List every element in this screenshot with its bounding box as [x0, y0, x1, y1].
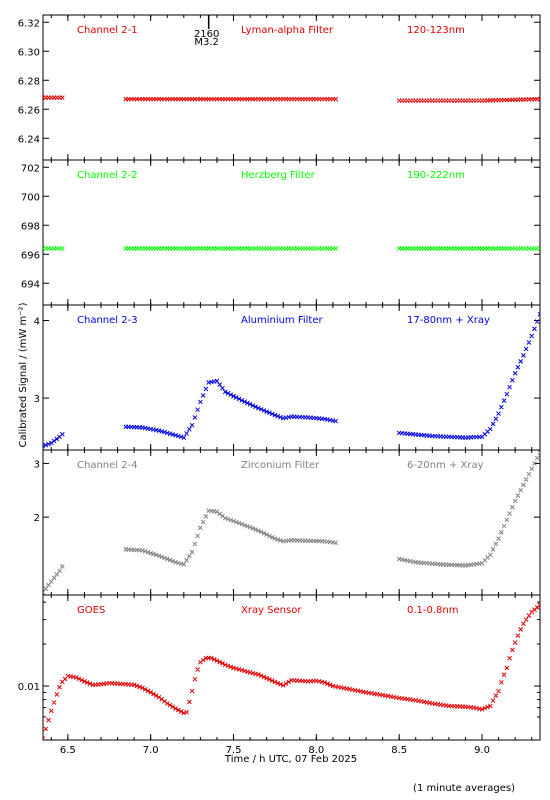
data-marker-0: [43, 602, 540, 740]
y-tick-label: 6.26: [18, 105, 40, 116]
x-tick-label: 7.0: [143, 745, 159, 756]
data-series-1: [43, 246, 540, 251]
y-tick-label: 6.24: [18, 134, 40, 145]
panel-0: 6.24 6.26 6.28 6.30 6.32 Channel 2-1 Lyman-alp…: [18, 14, 541, 161]
data-marker-0: [43, 431, 65, 449]
panel-frame: [42, 14, 541, 161]
data-segment: [396, 246, 540, 251]
panel-channel-name: Channel 2-4: [77, 460, 138, 471]
data-marker-1: [123, 96, 339, 102]
data-segment: [396, 311, 540, 440]
data-segment: [123, 508, 339, 567]
x-tick-label: 8.0: [308, 745, 324, 756]
data-series-0: [43, 95, 540, 103]
data-marker-1: [123, 246, 339, 251]
panel-4: 0.01 GOES Xray Sensor 0.1-0.8nm: [18, 594, 541, 741]
panels-group: 6.24 6.26 6.28 6.30 6.32 Channel 2-1 Lyman-alp…: [18, 14, 541, 756]
panel-frame: [42, 449, 541, 596]
data-marker-1: [123, 508, 339, 567]
x-axis-title: Time / h UTC, 07 Feb 2025: [224, 754, 357, 765]
y-tick-label: 700: [21, 192, 40, 203]
panel-channel-name: Channel 2-2: [77, 170, 138, 181]
panel-band: 190-222nm: [407, 170, 465, 181]
y-tick-label: 702: [21, 163, 40, 174]
data-marker-2: [396, 450, 540, 568]
data-segment: [43, 602, 540, 740]
data-series-4: [43, 602, 540, 740]
data-segment: [43, 431, 65, 449]
data-marker-0: [43, 246, 65, 251]
panel-filter-name: Herzberg Filter: [241, 170, 316, 181]
data-segment: [123, 96, 339, 102]
data-segment: [123, 378, 339, 440]
y-tick-label: 698: [21, 221, 40, 232]
data-segment: [396, 450, 540, 568]
data-marker-1: [123, 378, 339, 440]
panel-channel-name: Channel 2-3: [77, 315, 138, 326]
data-segment: [396, 96, 540, 103]
y-axis-title: Calibrated Signal / (mW m⁻²): [18, 302, 29, 447]
panel-frame: [42, 594, 541, 741]
data-series-3: [43, 450, 540, 595]
panel-band: 0.1-0.8nm: [407, 605, 459, 616]
data-series-2: [43, 311, 540, 449]
x-tick-label: 9.0: [474, 745, 490, 756]
y-tick-label: 696: [21, 250, 40, 261]
x-tick-label: 6.5: [60, 745, 76, 756]
panel-channel-name: GOES: [77, 605, 105, 616]
flare-marker-id: 2160: [194, 29, 219, 40]
data-marker-2: [396, 96, 540, 103]
x-tick-label: 8.5: [391, 745, 407, 756]
panel-band: 6-20nm + Xray: [407, 460, 484, 471]
data-segment: [43, 95, 65, 101]
y-tick-label: 6.28: [18, 76, 40, 87]
flare-marker-class: M3.2: [194, 37, 219, 48]
y-tick-label: 3: [34, 394, 40, 405]
panel-1: 694 696 698 700 702 Channel 2-2 Herzberg Filte…: [21, 159, 541, 306]
panel-frame: [42, 304, 541, 451]
panel-filter-name: Aluminium Filter: [241, 315, 324, 326]
panel-channel-name: Channel 2-1: [77, 25, 138, 36]
panel-filter-name: Lyman-alpha Filter: [241, 25, 334, 36]
y-tick-label: 6.30: [18, 47, 40, 58]
panel-band: 120-123nm: [407, 25, 465, 36]
data-marker-0: [43, 564, 65, 595]
y-tick-label: 0.01: [18, 682, 40, 693]
data-marker-2: [396, 246, 540, 251]
y-tick-label: 2: [34, 513, 40, 524]
y-tick-label: 6.32: [18, 18, 40, 29]
y-tick-label: 694: [21, 279, 40, 290]
data-marker-0: [43, 95, 65, 101]
panel-3: 2 3 Channel 2-4 Zirconium Filter 6-20nm + Xr…: [34, 449, 541, 596]
footnote-averaging: (1 minute averages): [413, 783, 515, 794]
x-tick-label: 7.5: [226, 745, 242, 756]
panel-filter-name: Zirconium Filter: [241, 460, 320, 471]
y-tick-label: 3: [34, 459, 40, 470]
data-marker-2: [396, 311, 540, 440]
data-segment: [123, 246, 339, 251]
panel-frame: [42, 159, 541, 306]
panel-2: 3 4 Channel 2-3 Aluminium Filter 17-80nm + X…: [34, 304, 541, 451]
y-tick-label: 4: [34, 317, 40, 328]
data-segment: [43, 246, 65, 251]
panel-band: 17-80nm + Xray: [407, 315, 490, 326]
panel-filter-name: Xray Sensor: [241, 605, 302, 616]
data-segment: [43, 564, 65, 595]
